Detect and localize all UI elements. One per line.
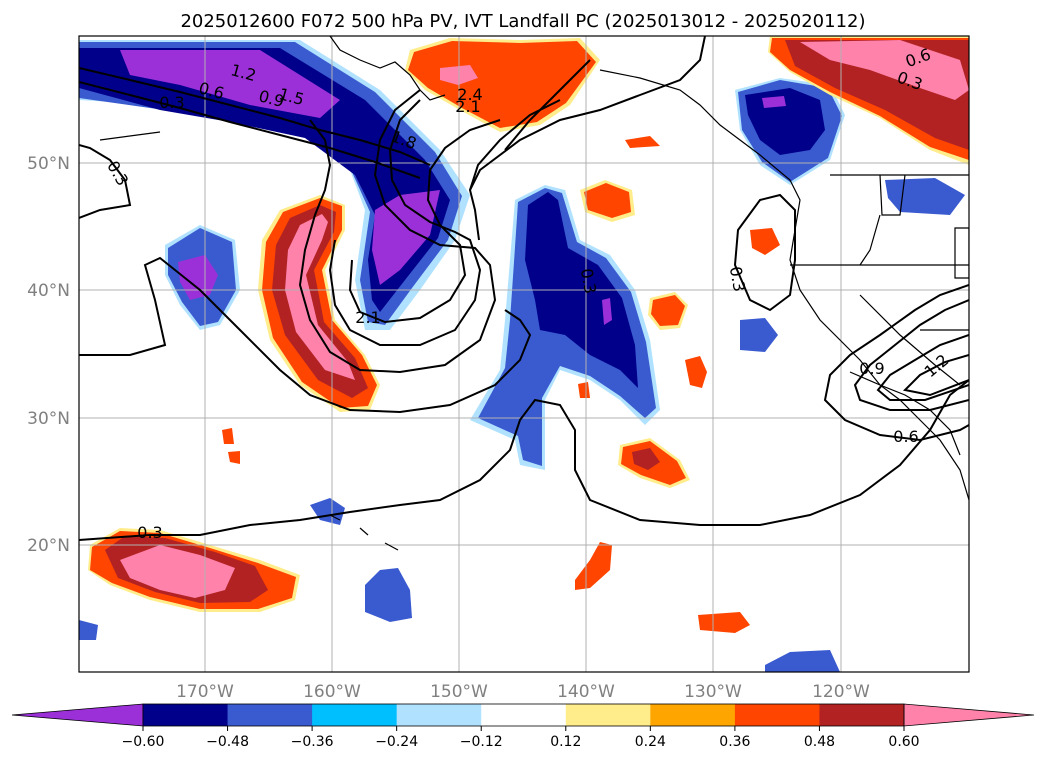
contour-label: 2.1	[355, 308, 380, 327]
contour-label: 0.3	[726, 265, 749, 293]
contour-label: 0.6	[893, 427, 918, 446]
map-title: 2025012600 F072 500 hPa PV, IVT Landfall…	[180, 11, 865, 32]
colorbar-segment	[565, 704, 651, 726]
map-frame	[78, 35, 970, 673]
colorbar-extend-high	[903, 703, 1035, 727]
colorbar-segment	[396, 704, 482, 726]
lon-label: 150°W	[430, 682, 488, 702]
colorbar-tick-label: −0.36	[291, 734, 334, 750]
lat-label: 40°N	[27, 281, 70, 301]
pv-shading	[79, 36, 969, 672]
colorbar-segment	[650, 704, 736, 726]
contour-label: 0.3	[159, 93, 184, 112]
colorbar-segment	[227, 704, 313, 726]
colorbar-segment	[734, 704, 820, 726]
contour-label: 0.3	[137, 523, 162, 542]
colorbar-tick-label: −0.60	[122, 734, 165, 750]
lon-label: 120°W	[812, 682, 870, 702]
lon-label: 160°W	[303, 682, 361, 702]
lon-label: 130°W	[684, 682, 742, 702]
colorbar-extend-low	[11, 703, 144, 727]
lon-label: 140°W	[557, 682, 615, 702]
colorbar: −0.60 −0.48 −0.36 −0.24 −0.12 0.12 0.24 0.36 0.4…	[11, 703, 1035, 750]
lon-label: 170°W	[176, 682, 234, 702]
latitude-labels: 50°N 40°N 30°N 20°N	[27, 154, 70, 556]
colorbar-tick-label: −0.48	[206, 734, 249, 750]
colorbar-tick-label: 0.60	[888, 734, 919, 750]
colorbar-segment	[481, 704, 567, 726]
colorbar-segment	[819, 704, 905, 726]
lat-label: 20°N	[27, 536, 70, 556]
contour-label: 0.3	[577, 267, 600, 295]
coastlines	[99, 36, 969, 551]
lat-label: 50°N	[27, 154, 70, 174]
colorbar-tick-label: −0.24	[375, 734, 418, 750]
lat-label: 30°N	[27, 409, 70, 429]
map-content: 1.20.6 0.91.50.30.31.82.12.42.10.3 0.30.60…	[79, 36, 969, 672]
colorbar-segment	[312, 704, 398, 726]
longitude-labels: 170°W 160°W 150°W 140°W 130°W 120°W	[176, 682, 870, 702]
contour-labels: 1.20.6 0.91.50.30.31.82.12.42.10.3 0.30.60…	[103, 45, 952, 542]
colorbar-tick-label: 0.48	[804, 734, 835, 750]
ivt-contours	[79, 36, 969, 541]
colorbar-tick-label: 0.12	[550, 734, 581, 750]
contour-label: 0.9	[859, 359, 884, 378]
colorbar-tick-label: 0.36	[719, 734, 750, 750]
contour-label: 2.1	[455, 97, 480, 116]
contour-label: 2.4	[457, 85, 482, 104]
colorbar-tick-label: 0.24	[635, 734, 666, 750]
colorbar-tick-label: −0.12	[460, 734, 503, 750]
colorbar-segment	[143, 704, 229, 726]
